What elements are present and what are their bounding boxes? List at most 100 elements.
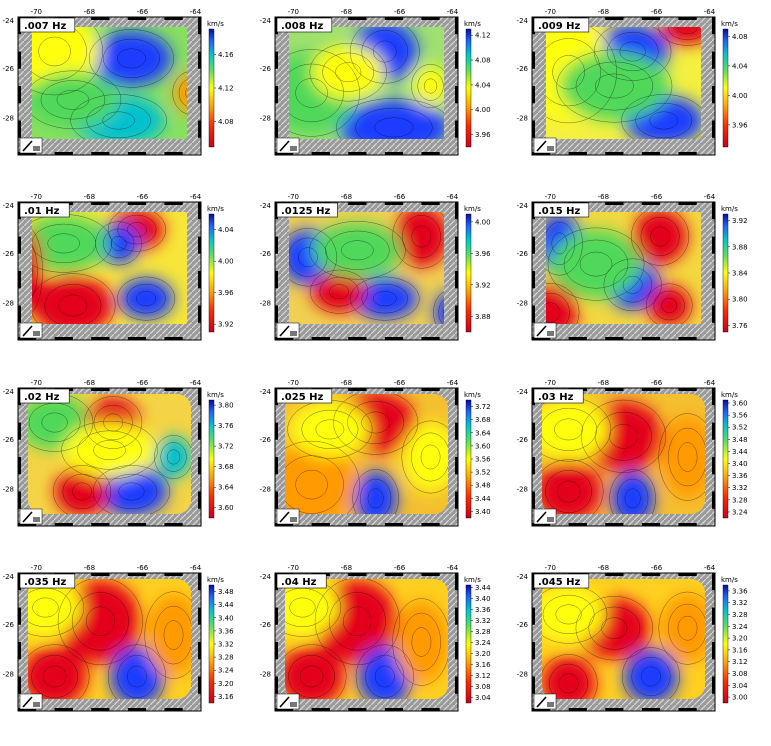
frame-segment: [568, 523, 587, 526]
frame-segment: [127, 523, 147, 526]
y-tick-label: -28: [517, 486, 528, 494]
scale-swatch: [33, 146, 40, 151]
contour: [309, 42, 387, 102]
frame-segment: [384, 523, 404, 526]
colorbar-tick-label: 3.32: [218, 641, 234, 649]
contour: [285, 644, 347, 699]
colorbar-tick-label: 3.24: [475, 639, 491, 647]
contour: [289, 49, 360, 137]
x-tick-label: -68: [341, 8, 352, 16]
contour: [57, 579, 143, 666]
velocity-field: [546, 212, 701, 324]
map-panel: -70 -68 -66 -64 -24 -26 -28 .03 Hz km/s3.60 3.56 3…: [517, 379, 748, 527]
x-tick-label: -70: [288, 193, 299, 201]
colorbar-tick-label: 3.52: [732, 424, 748, 432]
frame-segment: [275, 202, 278, 220]
frame-segment: [455, 17, 458, 35]
contour: [588, 606, 641, 650]
map-panel: -70 -68 -66 -64 -24 -26 -28 .02 Hz km/s 3.80 3.76 3…: [3, 379, 234, 527]
contour: [103, 228, 135, 259]
contour: [542, 459, 604, 514]
frame-segment: [605, 388, 624, 391]
frame-segment: [311, 708, 330, 711]
frame-segment: [198, 607, 201, 625]
anisotropy-scale-bar: [279, 511, 290, 523]
colorbar-tick-label: 3.12: [732, 658, 748, 666]
frame-segment: [18, 708, 37, 711]
colorbar-unit: km/s: [207, 576, 224, 584]
x-tick-label: -68: [84, 564, 95, 572]
contour: [575, 596, 654, 661]
contour-lines: [28, 579, 191, 699]
contour: [322, 52, 375, 92]
velocity-field: [289, 212, 444, 324]
frame-segment: [712, 51, 715, 69]
frame-segment: [421, 337, 440, 340]
frame-segment: [127, 388, 147, 391]
contour: [84, 396, 143, 449]
frame-segment: [348, 388, 367, 391]
contour: [677, 615, 698, 641]
colorbar: [208, 213, 215, 333]
contour: [117, 654, 157, 699]
frame-segment: [532, 676, 535, 694]
contour: [609, 469, 656, 514]
contour: [285, 440, 360, 514]
colorbar-tick-label: 3.28: [218, 654, 234, 662]
colorbar-unit: km/s: [721, 205, 738, 213]
contour: [622, 275, 643, 294]
frame-segment: [532, 573, 535, 591]
contour: [93, 440, 126, 461]
x-tick-label: -68: [84, 379, 95, 387]
frame-segment: [455, 305, 458, 323]
frame-segment: [568, 708, 587, 711]
contour: [360, 478, 392, 514]
colorbar-unit: km/s: [721, 576, 738, 584]
frame-segment: [198, 457, 201, 475]
contour: [580, 399, 667, 473]
x-tick-label: -66: [394, 8, 406, 16]
velocity-field: [32, 27, 187, 139]
colorbar: [465, 584, 472, 704]
contour: [438, 297, 444, 324]
frame-segment: [712, 457, 715, 475]
contour: [668, 27, 701, 40]
colorbar-tick-label: 3.32: [732, 484, 748, 492]
colorbar-tick-label: 4.12: [475, 32, 491, 40]
frame-segment: [275, 573, 278, 591]
contour-lines: [289, 27, 444, 139]
colorbar-tick-label: 3.48: [218, 588, 234, 596]
colorbar: [208, 584, 215, 704]
colorbar-unit: km/s: [464, 20, 481, 28]
colorbar-tick-label: 3.24: [732, 508, 748, 516]
contour: [32, 27, 103, 96]
frame-segment: [127, 152, 147, 155]
contour: [44, 283, 102, 324]
contour: [631, 656, 671, 697]
frame-segment: [678, 337, 697, 340]
frame-segment: [18, 523, 37, 526]
contour: [420, 444, 441, 470]
colorbar-tick-label: 3.64: [218, 484, 234, 492]
colorbar-tick-label: 3.20: [732, 635, 748, 643]
frame-segment: [275, 86, 278, 104]
contour: [373, 40, 397, 63]
contour: [392, 212, 444, 269]
frame-segment: [421, 17, 440, 20]
frame-segment: [198, 676, 201, 694]
x-tick-label: -64: [190, 379, 202, 387]
colorbar-tick-label: 3.96: [475, 131, 491, 139]
frame-segment: [275, 642, 278, 660]
velocity-anomaly: [559, 51, 670, 121]
contour-lines: [32, 212, 176, 324]
contour: [172, 70, 187, 115]
frame-segment: [455, 457, 458, 475]
x-tick-label: -64: [447, 564, 459, 572]
colorbar-tick-label: 4.08: [475, 57, 491, 65]
contour: [61, 420, 158, 480]
colorbar-tick-label: 3.64: [475, 429, 491, 437]
colorbar-tick-label: 3.44: [218, 601, 234, 609]
colorbar-tick-label: 4.04: [475, 81, 491, 89]
contour: [32, 223, 97, 263]
